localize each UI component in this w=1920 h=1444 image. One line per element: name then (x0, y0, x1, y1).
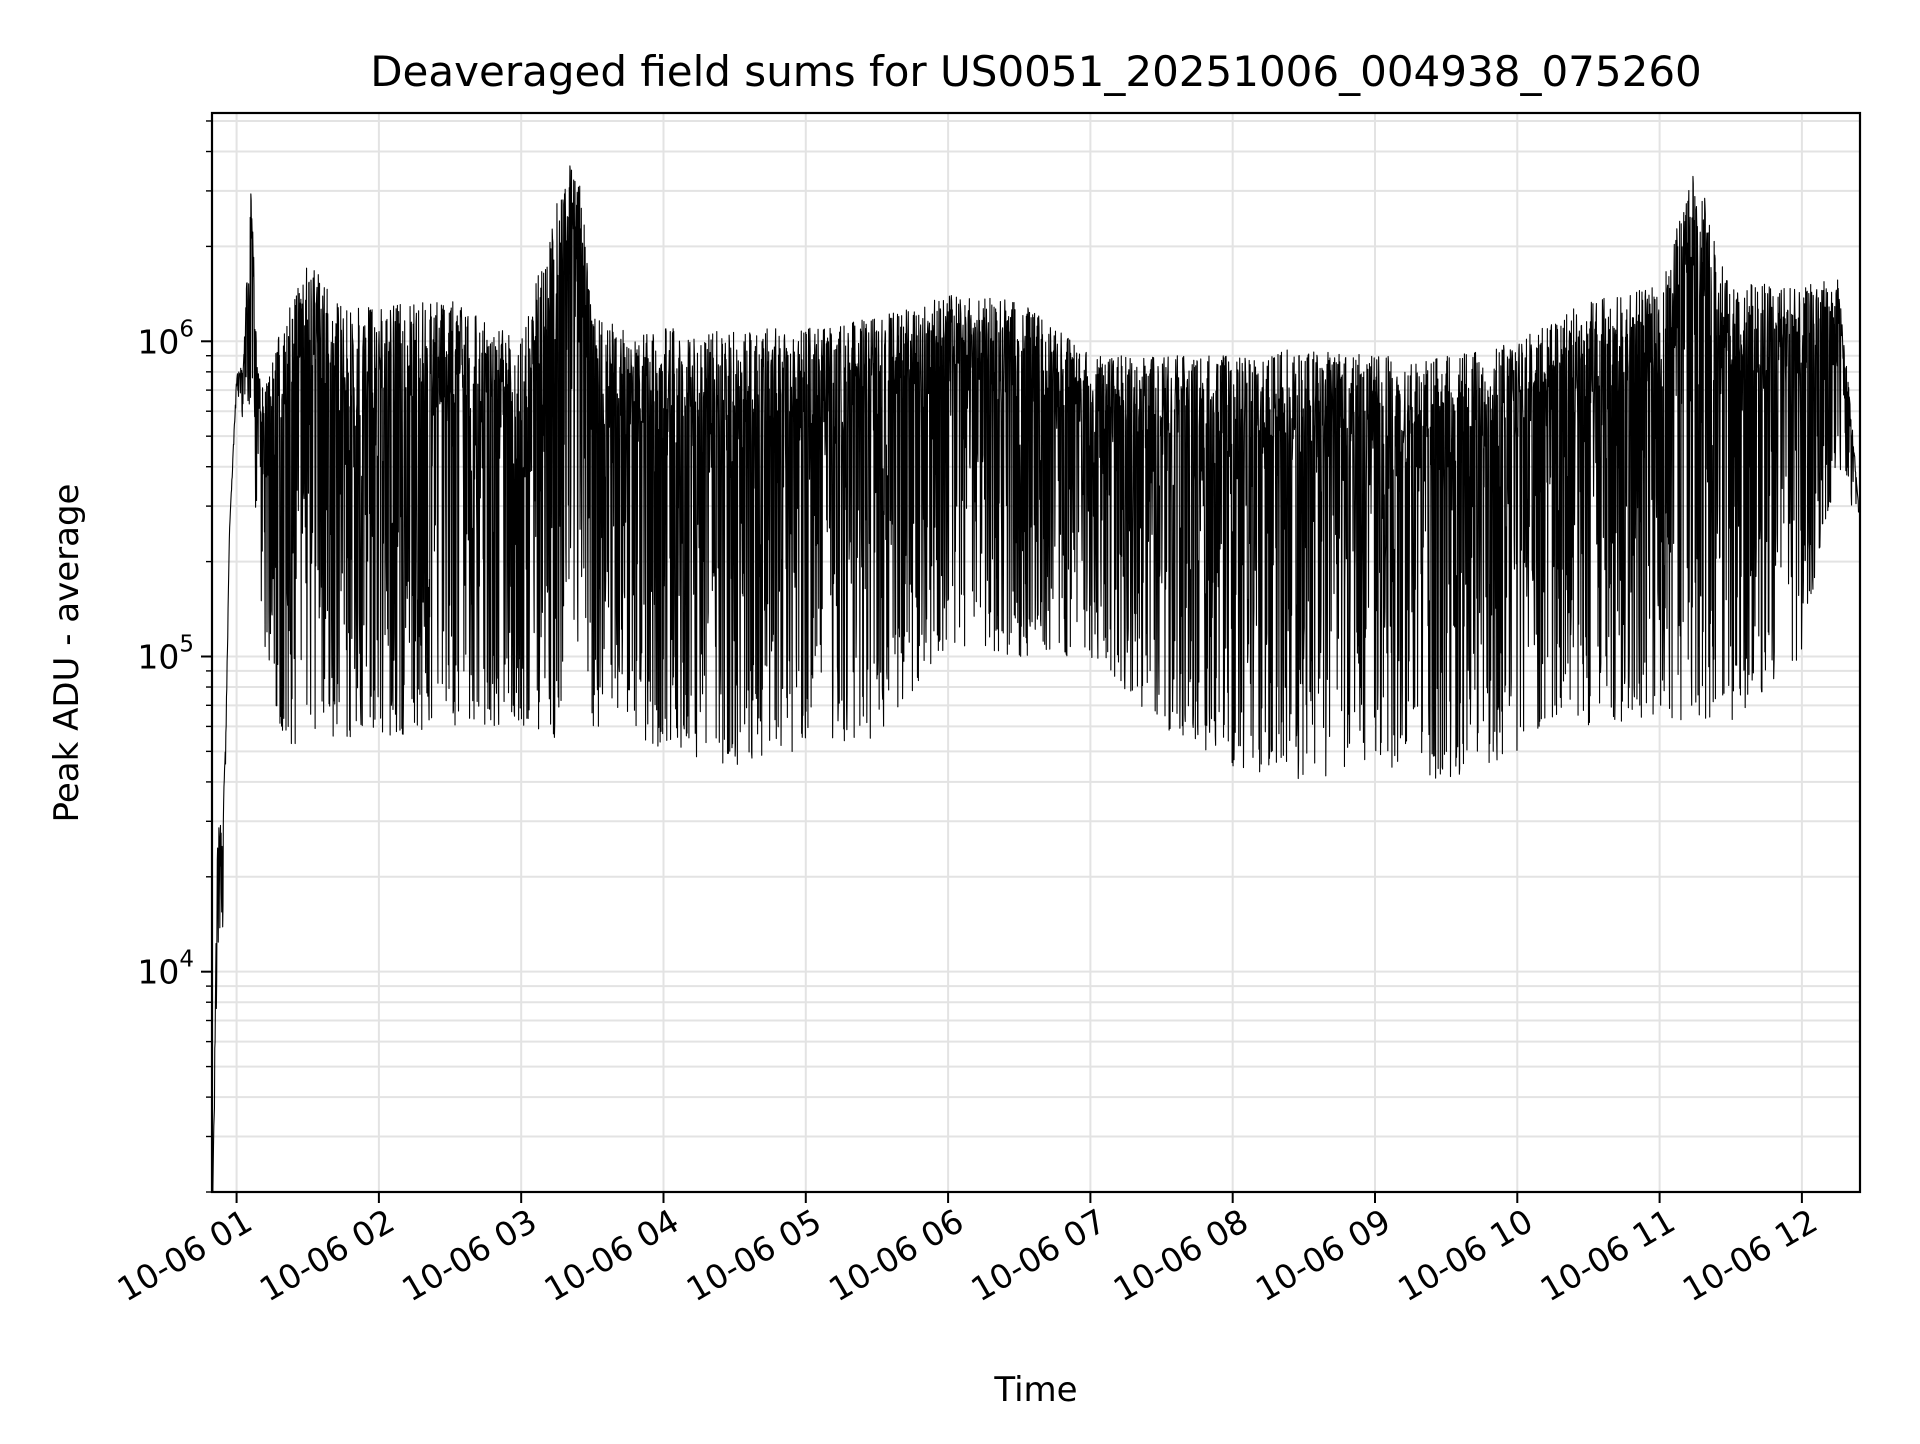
y-tick-label: 104 (137, 947, 194, 992)
y-tick-label: 105 (137, 631, 194, 676)
x-axis-label: Time (993, 1370, 1077, 1410)
data-layer (212, 165, 1860, 1193)
chart-title: Deaveraged field sums for US0051_2025100… (370, 47, 1702, 96)
plot-frame (210, 111, 1862, 1194)
y-tick-label: 106 (137, 316, 194, 361)
y-axis-label: Peak ADU - average (47, 484, 87, 823)
series-line (212, 165, 1860, 1193)
